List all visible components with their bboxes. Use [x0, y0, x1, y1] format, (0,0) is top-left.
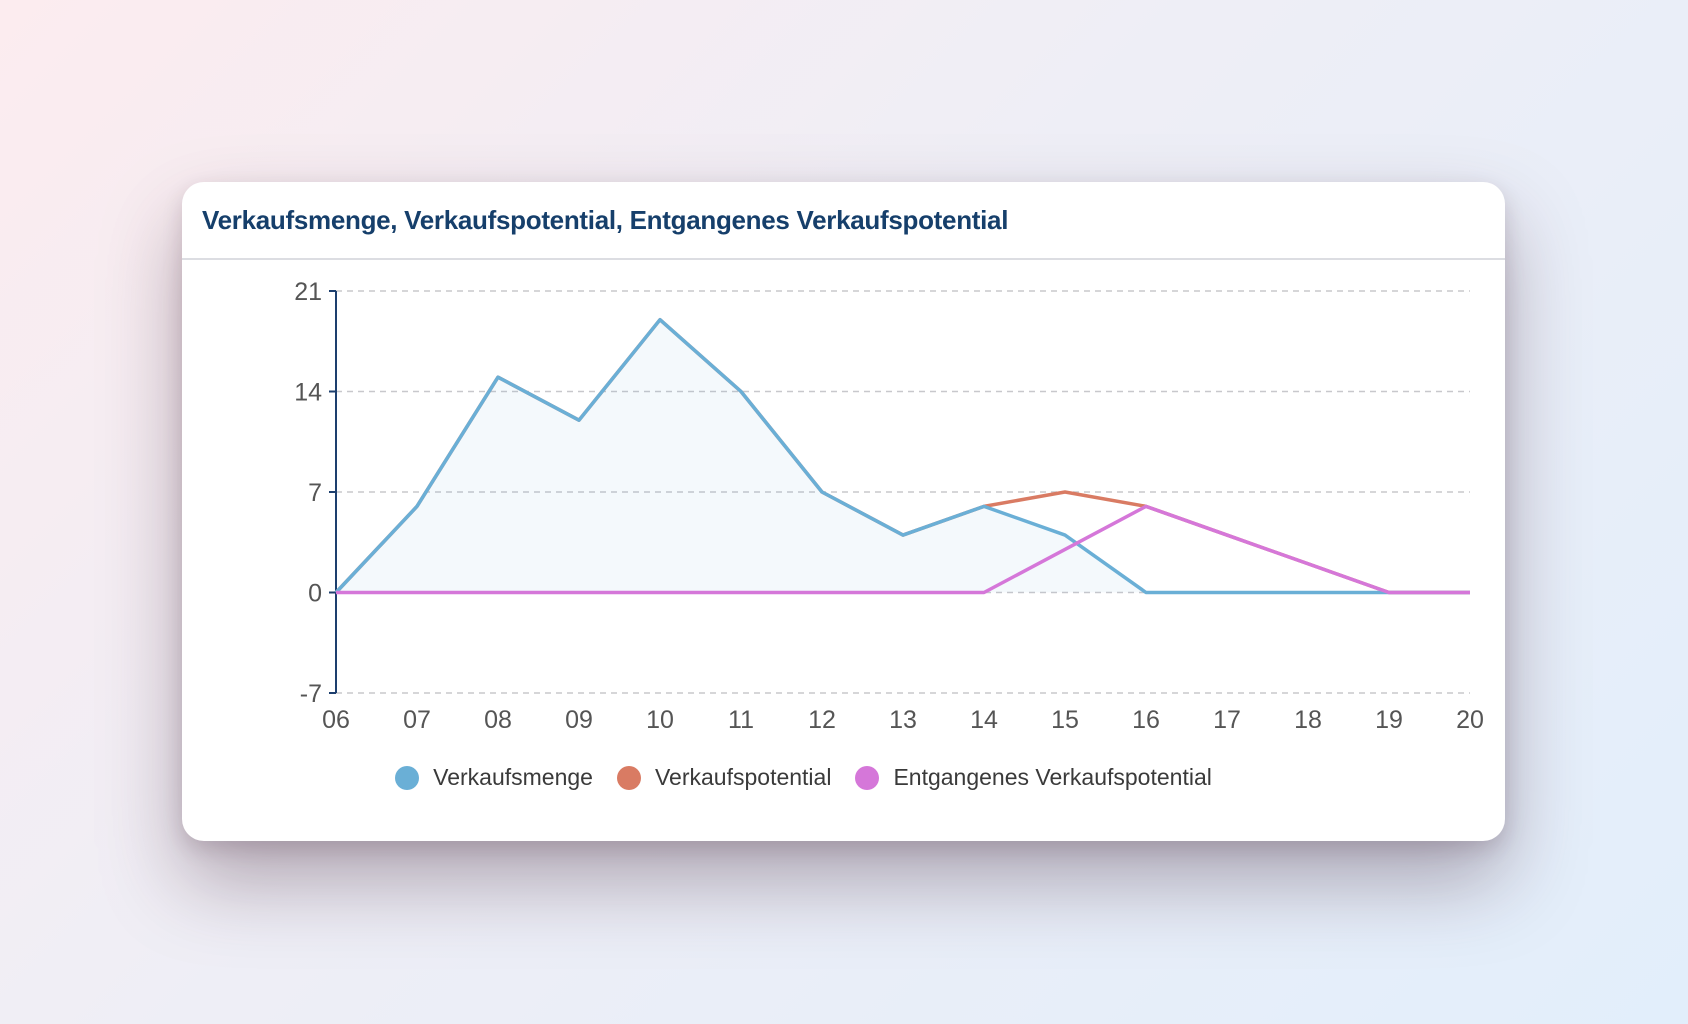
legend-item[interactable]: Entgangenes Verkaufspotential [855, 764, 1212, 791]
series-area [336, 319, 1470, 593]
x-tick-label: 18 [1294, 706, 1322, 734]
series-line [334, 317, 1470, 595]
y-tick-label: 14 [294, 379, 322, 407]
x-tick-label: 10 [646, 706, 674, 734]
y-tick-label: -7 [300, 680, 322, 708]
legend-dot-icon [616, 765, 641, 790]
legend-dot-icon [395, 765, 420, 790]
x-tick-label: 17 [1213, 706, 1241, 734]
x-tick-label: 14 [970, 706, 998, 734]
x-tick-label: 07 [403, 706, 431, 734]
x-tick-label: 16 [1132, 706, 1160, 734]
legend-label: Verkaufsmenge [433, 764, 593, 790]
line-chart: 21 14 7 0 -706 07 08 09 10 11 12 13 14 15 16 17 18 19 20 [294, 278, 1484, 734]
chart-legend: Verkaufsmenge Verkaufspotential Entgangene… [182, 764, 1505, 791]
x-tick-label: 11 [728, 706, 754, 734]
legend-item[interactable]: Verkaufspotential [616, 764, 832, 791]
x-tick-label: 15 [1051, 706, 1079, 734]
x-tick-label: 09 [565, 706, 593, 734]
x-tick-label: 08 [484, 706, 512, 734]
series-line [336, 504, 1470, 595]
legend-dot-icon [855, 765, 880, 790]
legend-label: Entgangenes Verkaufspotential [893, 764, 1212, 790]
y-tick-label: 7 [308, 479, 322, 507]
x-tick-label: 19 [1375, 706, 1403, 734]
chart-card: Verkaufsmenge, Verkaufspotential, Entgan… [182, 182, 1505, 841]
x-tick-label: 20 [1456, 706, 1484, 734]
x-tick-label: 12 [808, 706, 836, 734]
chart-title: Verkaufsmenge, Verkaufspotential, Entgan… [202, 204, 1009, 235]
y-tick-label: 0 [308, 580, 322, 608]
y-tick-label: 21 [294, 278, 322, 306]
legend-item[interactable]: Verkaufsmenge [395, 764, 593, 791]
card-header: Verkaufsmenge, Verkaufspotential, Entgan… [182, 182, 1505, 260]
x-tick-label: 06 [322, 706, 350, 734]
x-tick-label: 13 [889, 706, 917, 734]
legend-label: Verkaufspotential [654, 764, 832, 790]
